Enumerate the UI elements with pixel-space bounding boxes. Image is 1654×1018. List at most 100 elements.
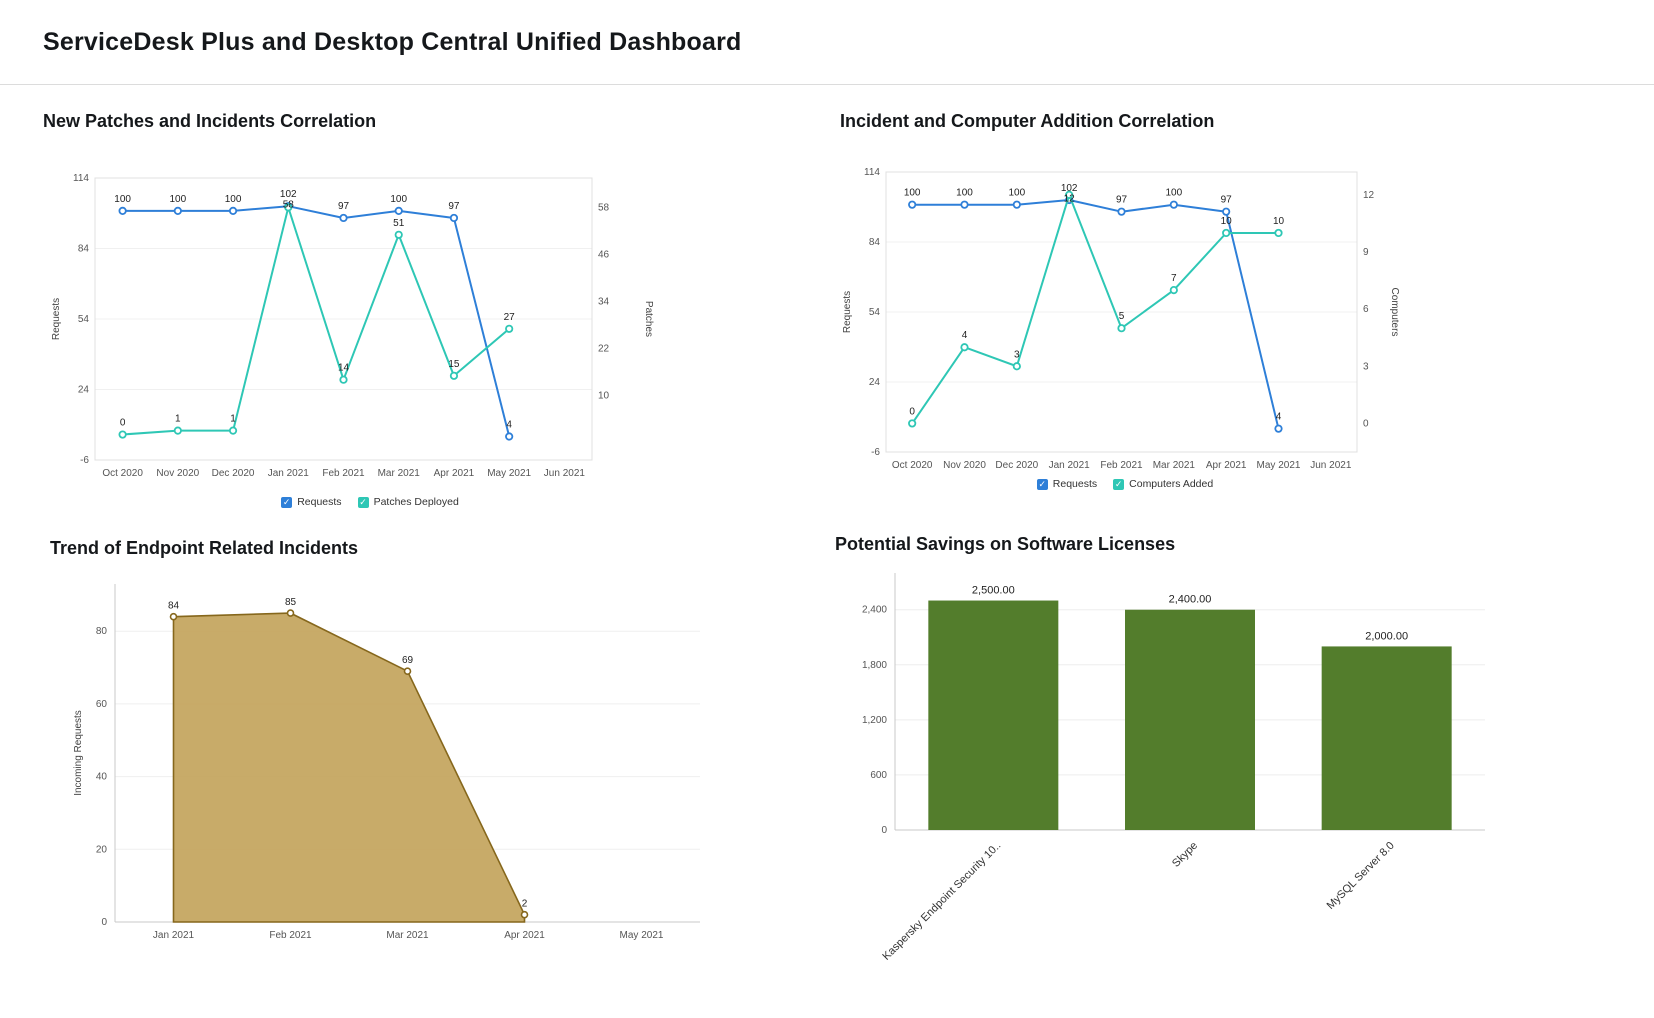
legend-label: Computers Added bbox=[1129, 478, 1214, 490]
svg-text:46: 46 bbox=[598, 249, 610, 260]
data-point[interactable] bbox=[403, 667, 412, 676]
svg-text:Apr 2021: Apr 2021 bbox=[434, 468, 475, 479]
data-label: 0 bbox=[909, 406, 915, 417]
header-divider bbox=[0, 84, 1654, 85]
requests-point[interactable] bbox=[1117, 207, 1126, 216]
license-savings-chart[interactable]: 0 600 1,200 1,800 2,400 2,500.00 2,400.00 2,000… bbox=[840, 558, 1530, 986]
data-point[interactable] bbox=[169, 612, 178, 621]
computers-added-point[interactable] bbox=[908, 419, 917, 428]
svg-text:May 2021: May 2021 bbox=[620, 930, 664, 941]
patches-deployed-point[interactable] bbox=[449, 371, 459, 380]
patches-deployed-point[interactable] bbox=[284, 203, 293, 212]
patches-deployed-point[interactable] bbox=[118, 430, 127, 439]
requests-point[interactable] bbox=[394, 206, 403, 216]
x-axis-labels: Jan 2021 Feb 2021 Mar 2021 Apr 2021 May 2021 bbox=[153, 930, 664, 941]
requests-point[interactable] bbox=[339, 213, 348, 223]
legend-label: Requests bbox=[1052, 478, 1098, 490]
requests-point[interactable] bbox=[173, 206, 182, 216]
patches-deployed-point[interactable] bbox=[394, 230, 403, 239]
plot-border bbox=[885, 171, 1358, 453]
left-axis-ticks: 114 84 54 24 -6 bbox=[73, 173, 89, 466]
patches-deployed-point[interactable] bbox=[339, 375, 348, 384]
svg-text:Jan 2021: Jan 2021 bbox=[268, 468, 310, 479]
bar-value-label: 2,400.00 bbox=[1169, 594, 1212, 606]
computers-added-point[interactable] bbox=[960, 343, 969, 352]
bar-mysql-server-8-0[interactable] bbox=[1321, 646, 1452, 830]
data-label: 58 bbox=[283, 200, 295, 211]
requests-point[interactable] bbox=[505, 432, 514, 441]
computers-added-point[interactable] bbox=[1012, 362, 1021, 371]
patches-deployed-point[interactable] bbox=[228, 426, 238, 435]
legend-item-computers-added[interactable]: ✓ Computers Added bbox=[1113, 478, 1213, 490]
requests-point[interactable] bbox=[449, 213, 459, 223]
data-label: 100 bbox=[114, 194, 131, 205]
panel-endpoint-trend: Trend of Endpoint Related Incidents 0 20 4… bbox=[45, 530, 735, 970]
svg-text:2,400: 2,400 bbox=[862, 605, 887, 616]
svg-text:Apr 2021: Apr 2021 bbox=[504, 930, 545, 941]
requests-line bbox=[122, 205, 511, 437]
x-axis-labels: Oct 2020 Nov 2020 Dec 2020 Jan 2021 Feb 2021… bbox=[102, 468, 585, 479]
data-label: 27 bbox=[504, 312, 516, 323]
panel-incident-computer: Incident and Computer Addition Correlati… bbox=[835, 106, 1415, 518]
legend-checkbox-icon: ✓ bbox=[281, 496, 293, 508]
svg-text:9: 9 bbox=[1363, 247, 1369, 258]
requests-point[interactable] bbox=[1274, 424, 1283, 433]
data-label: 4 bbox=[962, 330, 968, 341]
data-label: 0 bbox=[120, 418, 126, 429]
svg-text:Dec 2020: Dec 2020 bbox=[995, 460, 1038, 471]
svg-text:Apr 2021: Apr 2021 bbox=[1206, 460, 1247, 471]
data-point[interactable] bbox=[286, 609, 295, 617]
svg-text:May 2021: May 2021 bbox=[487, 468, 531, 479]
svg-text:1,800: 1,800 bbox=[862, 660, 887, 671]
svg-text:20: 20 bbox=[96, 844, 108, 855]
x-axis-labels: Oct 2020 Nov 2020 Dec 2020 Jan 2021 Feb 2021… bbox=[892, 460, 1352, 471]
svg-text:Oct 2020: Oct 2020 bbox=[102, 468, 143, 479]
right-axis-ticks: 10 22 34 46 58 bbox=[598, 202, 610, 401]
patches-deployed-point[interactable] bbox=[505, 324, 514, 333]
requests-point[interactable] bbox=[1222, 207, 1231, 216]
bar-value-label: 2,000.00 bbox=[1365, 630, 1408, 642]
bar-category-label: Skype bbox=[1170, 840, 1200, 870]
data-label: 5 bbox=[1119, 311, 1125, 322]
data-label: 97 bbox=[338, 201, 350, 212]
bar-category-label: MySQL Server 8.0 bbox=[1325, 840, 1397, 912]
data-label: 100 bbox=[904, 188, 921, 199]
requests-point[interactable] bbox=[908, 200, 917, 209]
svg-text:54: 54 bbox=[869, 307, 881, 318]
requests-point[interactable] bbox=[1012, 200, 1021, 209]
data-label: 15 bbox=[448, 359, 460, 370]
svg-text:114: 114 bbox=[73, 173, 89, 184]
data-point[interactable] bbox=[520, 910, 529, 919]
data-label: 102 bbox=[1061, 183, 1078, 194]
svg-text:Jan 2021: Jan 2021 bbox=[1049, 460, 1091, 471]
y-axis-title: Incoming Requests bbox=[73, 710, 84, 796]
computers-added-point[interactable] bbox=[1274, 228, 1283, 238]
left-axis-title: Requests bbox=[51, 298, 62, 340]
patches-deployed-point[interactable] bbox=[173, 426, 182, 435]
requests-point[interactable] bbox=[228, 206, 238, 216]
svg-text:Mar 2021: Mar 2021 bbox=[386, 930, 429, 941]
legend-item-requests[interactable]: ✓ Requests bbox=[1036, 478, 1098, 490]
requests-point[interactable] bbox=[960, 200, 969, 209]
svg-text:0: 0 bbox=[1363, 418, 1369, 429]
requests-point[interactable] bbox=[1169, 200, 1178, 209]
computers-added-point[interactable] bbox=[1222, 228, 1231, 238]
computers-added-point[interactable] bbox=[1065, 190, 1074, 199]
legend-item-patches-deployed[interactable]: ✓ Patches Deployed bbox=[357, 496, 459, 508]
computers-added-point[interactable] bbox=[1117, 324, 1126, 333]
svg-text:Feb 2021: Feb 2021 bbox=[1100, 460, 1143, 471]
bar-skype[interactable] bbox=[1125, 609, 1255, 830]
requests-point[interactable] bbox=[118, 206, 127, 216]
computers-added-point[interactable] bbox=[1169, 285, 1178, 295]
svg-text:Jun 2021: Jun 2021 bbox=[1310, 460, 1352, 471]
series-patches-deployed: 0 1 1 58 14 51 15 27 bbox=[118, 200, 516, 439]
legend-item-requests[interactable]: ✓ Requests bbox=[281, 496, 342, 508]
bar-kaspersky-endpoint-security-10[interactable] bbox=[928, 600, 1059, 830]
svg-text:58: 58 bbox=[598, 202, 610, 213]
data-label: 12 bbox=[1064, 194, 1076, 205]
endpoint-trend-chart[interactable]: 0 20 40 60 80 Incoming Requests Jan 2021 Feb 20… bbox=[55, 570, 725, 960]
